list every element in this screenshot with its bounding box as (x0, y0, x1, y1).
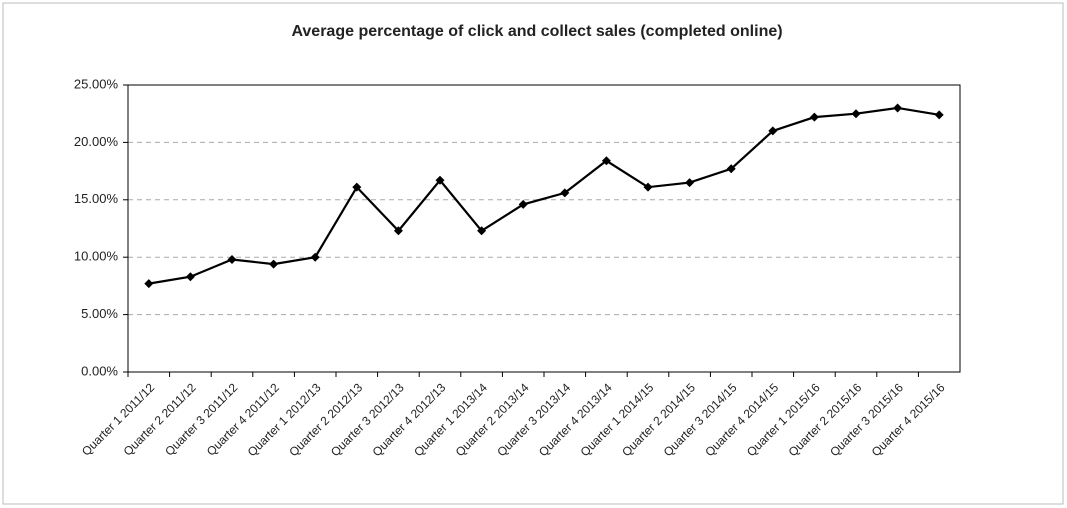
y-tick-label: 5.00% (81, 306, 118, 321)
marker (352, 182, 362, 192)
y-tick-label: 10.00% (74, 249, 119, 264)
marker (560, 188, 570, 198)
marker (435, 175, 445, 185)
marker (144, 279, 154, 289)
y-tick-label: 0.00% (81, 363, 118, 378)
marker (643, 182, 653, 192)
marker (685, 178, 695, 188)
marker (185, 272, 195, 282)
marker (269, 259, 279, 269)
y-tick-label: 20.00% (74, 134, 119, 149)
y-tick-label: 25.00% (74, 76, 119, 91)
marker (809, 112, 819, 122)
marker (310, 252, 320, 262)
y-tick-label: 15.00% (74, 191, 119, 206)
marker (934, 110, 944, 120)
line (148, 106, 940, 285)
marker (726, 164, 736, 174)
chart-title: Average percentage of click and collect … (291, 23, 782, 40)
marker (518, 199, 528, 209)
marker (851, 109, 861, 119)
marker (477, 226, 487, 236)
marker (893, 103, 903, 113)
marker (601, 156, 611, 166)
marker (227, 254, 237, 264)
marker (393, 226, 403, 236)
marker (768, 126, 778, 136)
